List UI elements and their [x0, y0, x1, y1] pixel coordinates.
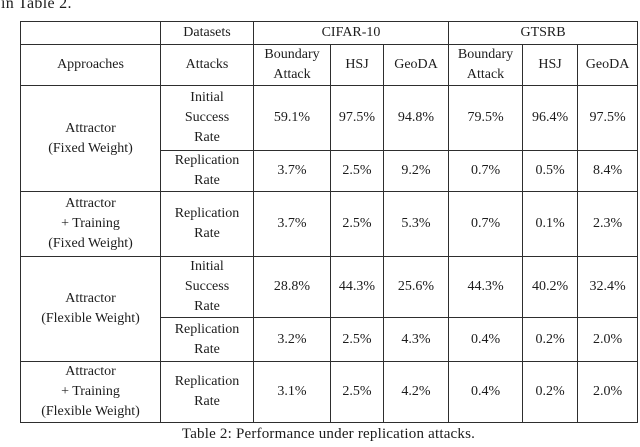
- attack-col-header-line: Attack: [273, 67, 311, 82]
- approaches-header-cell: Approaches: [20, 44, 161, 86]
- value-cell: 28.8%: [253, 256, 331, 318]
- value-cell: 3.7%: [253, 191, 331, 257]
- value-cell: 2.5%: [330, 191, 384, 257]
- table-row: Attractor (Fixed Weight) Initial Success…: [20, 85, 639, 192]
- value-cell: 5.3%: [382, 191, 450, 257]
- value-cell: 94.8%: [382, 85, 450, 151]
- value-cell: 0.5%: [522, 150, 579, 192]
- table-row: Attractor + Training (Fixed Weight) Repl…: [20, 191, 639, 257]
- attack-type-line: Replication: [174, 321, 240, 337]
- value-cell: 9.2%: [382, 150, 450, 192]
- table-caption: Table 2: Performance under replication a…: [181, 426, 476, 442]
- value-cell: 32.4%: [577, 256, 639, 318]
- header-row-datasets: Datasets CIFAR-10 GTSRB: [20, 21, 639, 45]
- value-cell: 2.5%: [330, 317, 384, 362]
- attack-type-line: Rate: [194, 394, 220, 409]
- value-cell: 4.3%: [382, 317, 450, 362]
- header-row-attacks: Approaches Attacks Boundary Attack HSJ G…: [20, 44, 639, 86]
- approach-cell-attractor-flexible: Attractor (Flexible Weight): [20, 256, 161, 362]
- approach-line: + Training: [61, 216, 120, 231]
- value-cell: 2.0%: [577, 317, 639, 362]
- approach-line: (Fixed Weight): [48, 236, 133, 251]
- approach-cell-attractor-fixed: Attractor (Fixed Weight): [20, 85, 161, 192]
- attack-col-header-hsj-cifar: HSJ: [330, 44, 384, 86]
- attack-type-line: Rate: [194, 173, 220, 188]
- attack-col-header-boundary-gtsrb: Boundary Attack: [448, 44, 524, 86]
- attack-type-line: Rate: [194, 130, 220, 145]
- attack-type-line: Rate: [194, 341, 220, 357]
- value-cell: 8.4%: [577, 150, 639, 192]
- approach-line: (Flexible Weight): [41, 404, 140, 419]
- value-cell: 79.5%: [448, 85, 524, 151]
- attack-type-cell: Initial Success Rate: [160, 85, 254, 151]
- table-row: Replication Rate 3.7% 2.5% 9.2% 0.7% 0.5…: [21, 150, 639, 192]
- value-cell: 96.4%: [522, 85, 579, 151]
- value-cell: 25.6%: [382, 256, 450, 318]
- value-cell: 97.5%: [330, 85, 384, 151]
- attack-col-header-line: Attack: [466, 67, 505, 82]
- attack-type-line: Success: [184, 279, 230, 294]
- value-cell: 0.4%: [448, 361, 524, 423]
- value-cell: 59.1%: [253, 85, 331, 151]
- datasets-header-cell: Datasets: [160, 21, 254, 45]
- approach-line: + Training: [61, 384, 120, 399]
- value-cell: 2.3%: [577, 191, 639, 257]
- approach-line: Attractor: [65, 196, 116, 211]
- value-cell: 0.4%: [448, 317, 524, 362]
- attack-type-line: Replication: [174, 206, 240, 221]
- approach-cell-attractor-training-fixed: Attractor + Training (Fixed Weight): [20, 191, 161, 257]
- value-cell: 2.0%: [577, 361, 639, 423]
- value-cell: 2.5%: [330, 150, 384, 192]
- attack-type-line: Initial: [190, 259, 224, 274]
- attack-type-cell: Replication Rate: [160, 150, 254, 192]
- attack-col-header-hsj-gtsrb: HSJ: [522, 44, 579, 86]
- value-cell: 0.2%: [522, 317, 579, 362]
- value-cell: 40.2%: [522, 256, 579, 318]
- value-cell: 4.2%: [382, 361, 450, 423]
- value-cell: 44.3%: [448, 256, 524, 318]
- value-cell: 97.5%: [577, 85, 639, 151]
- performance-table: Datasets CIFAR-10 GTSRB Approaches Attac…: [20, 21, 639, 423]
- approach-line: Attractor: [65, 291, 116, 306]
- attack-type-cell: Replication Rate: [160, 361, 254, 423]
- value-cell: 2.5%: [330, 361, 384, 423]
- attack-col-header-boundary-cifar: Boundary Attack: [253, 44, 331, 86]
- attack-type-line: Success: [184, 110, 230, 125]
- approach-line: Attractor: [65, 364, 116, 379]
- attack-col-header-geoda-cifar: GeoDA: [382, 44, 450, 86]
- table-row: Attractor + Training (Flexible Weight) R…: [20, 361, 639, 423]
- value-cell: 3.2%: [253, 317, 331, 362]
- value-cell: 3.7%: [253, 150, 331, 192]
- attack-col-header-line: Boundary: [457, 47, 514, 62]
- table-row: Attractor (Flexible Weight) Initial Succ…: [20, 256, 639, 362]
- dataset-group-gtsrb: GTSRB: [448, 21, 639, 45]
- value-cell: 0.1%: [522, 191, 579, 257]
- approach-line: (Flexible Weight): [41, 311, 140, 326]
- approach-cell-attractor-training-flexible: Attractor + Training (Flexible Weight): [20, 361, 161, 423]
- dataset-group-cifar10: CIFAR-10: [252, 21, 450, 45]
- corner-cell: [20, 21, 161, 45]
- attack-type-line: Initial: [190, 90, 224, 105]
- value-cell: 3.1%: [253, 361, 331, 423]
- table-row: Replication Rate 3.2% 2.5% 4.3% 0.4% 0.2…: [21, 317, 639, 362]
- approach-line: Attractor: [65, 120, 116, 136]
- attack-type-line: Rate: [194, 226, 220, 241]
- value-cell: 0.7%: [448, 150, 524, 192]
- value-cell: 0.2%: [522, 361, 579, 423]
- attack-type-cell: Replication Rate: [160, 191, 254, 257]
- value-cell: 0.7%: [448, 191, 524, 257]
- attack-col-header-line: Boundary: [264, 47, 320, 62]
- attack-type-cell: Replication Rate: [160, 317, 254, 362]
- attack-type-cell: Initial Success Rate: [160, 256, 254, 318]
- page-fragment-text: in Table 2.: [1, 0, 72, 12]
- approach-line: (Fixed Weight): [48, 140, 133, 156]
- attacks-header-cell: Attacks: [160, 44, 254, 86]
- attack-col-header-geoda-gtsrb: GeoDA: [577, 44, 639, 86]
- attack-type-line: Replication: [174, 374, 240, 389]
- attack-type-line: Rate: [194, 299, 220, 314]
- value-cell: 44.3%: [330, 256, 384, 318]
- attack-type-line: Replication: [174, 153, 240, 168]
